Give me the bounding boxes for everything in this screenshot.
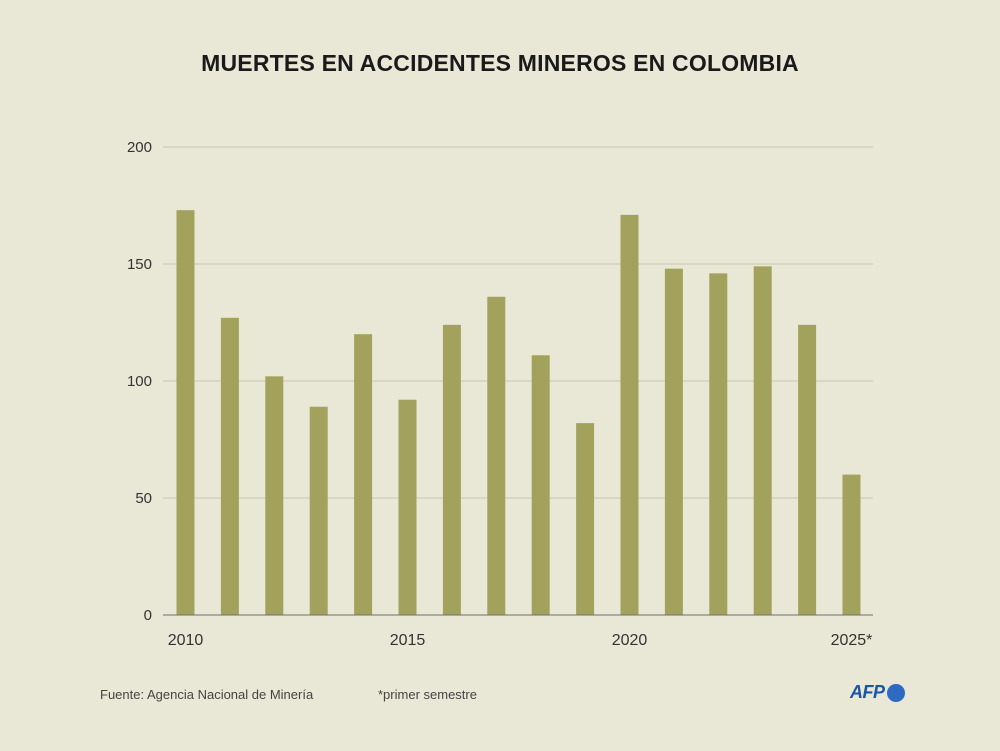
bar-2015 [398,399,417,615]
y-tick-label: 200 [127,139,152,156]
y-tick-label: 100 [127,373,152,390]
bar-2020 [620,214,639,616]
y-tick-label: 50 [135,490,152,507]
logo-dot-icon [886,683,905,702]
bar-2013 [309,406,328,615]
bar-2024 [798,324,817,615]
bar-2021 [664,268,683,615]
y-tick-label: 150 [127,256,152,273]
x-tick-label: 2025* [831,632,873,649]
logo-text: AFP [850,682,885,702]
bar-2014 [354,334,373,615]
chart-title: MUERTES EN ACCIDENTES MINEROS EN COLOMBI… [201,50,799,76]
source-note: Fuente: Agencia Nacional de Minería [100,687,314,702]
bar-2019 [576,423,595,615]
bar-2023 [753,266,772,615]
y-tick-label: 0 [144,607,152,624]
afp-logo: AFP [850,682,905,703]
x-tick-label: 2015 [390,632,426,649]
bar-2018 [531,355,550,615]
x-tick-label: 2020 [612,632,648,649]
bar-2022 [709,273,728,615]
bar-2025 [842,474,861,615]
bar-2011 [220,317,239,615]
bar-2012 [265,376,284,615]
bar-2010 [176,210,195,615]
x-tick-label: 2010 [168,632,204,649]
bar-2016 [442,324,461,615]
footnote: *primer semestre [378,687,477,702]
bar-2017 [487,296,506,615]
